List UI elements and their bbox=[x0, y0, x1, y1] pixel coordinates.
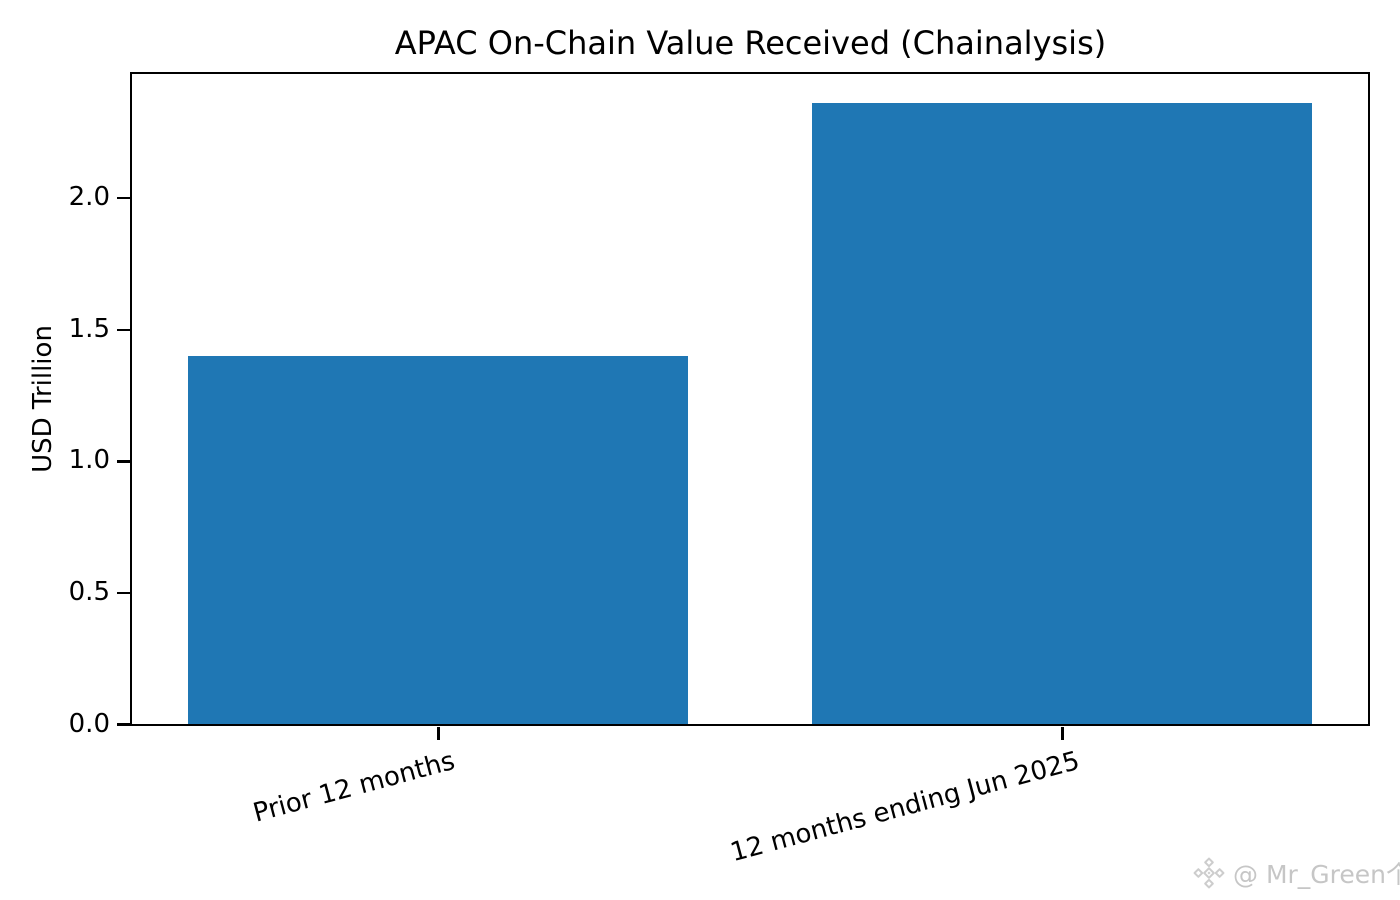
watermark-text: @ Mr_Green个 bbox=[1233, 860, 1400, 889]
y-tick-label: 0.0 bbox=[68, 708, 110, 739]
y-tick bbox=[117, 591, 130, 595]
y-tick-label: 0.5 bbox=[68, 576, 110, 607]
y-tick-label: 1.0 bbox=[68, 445, 110, 476]
y-tick-label: 1.5 bbox=[68, 313, 110, 344]
x-tick-label: Prior 12 months bbox=[250, 746, 459, 829]
y-tick bbox=[117, 723, 130, 726]
plot-area bbox=[130, 72, 1370, 726]
bar-prior-12-months bbox=[188, 355, 688, 724]
binance-diamond-logo-icon bbox=[1192, 856, 1226, 890]
y-axis-label: USD Trillion bbox=[28, 325, 58, 473]
chart-title: APAC On-Chain Value Received (Chainalysi… bbox=[394, 24, 1107, 62]
bar-12-months-ending-jun-2025 bbox=[812, 102, 1312, 724]
x-tick bbox=[1061, 727, 1064, 740]
y-tick bbox=[117, 460, 130, 463]
x-tick-label: 12 months ending Jun 2025 bbox=[726, 746, 1083, 869]
y-tick-label: 2.0 bbox=[68, 181, 110, 212]
y-tick bbox=[117, 328, 130, 331]
x-tick bbox=[437, 727, 440, 740]
watermark: @ Mr_Green个 bbox=[1192, 855, 1400, 891]
y-tick bbox=[117, 196, 130, 200]
